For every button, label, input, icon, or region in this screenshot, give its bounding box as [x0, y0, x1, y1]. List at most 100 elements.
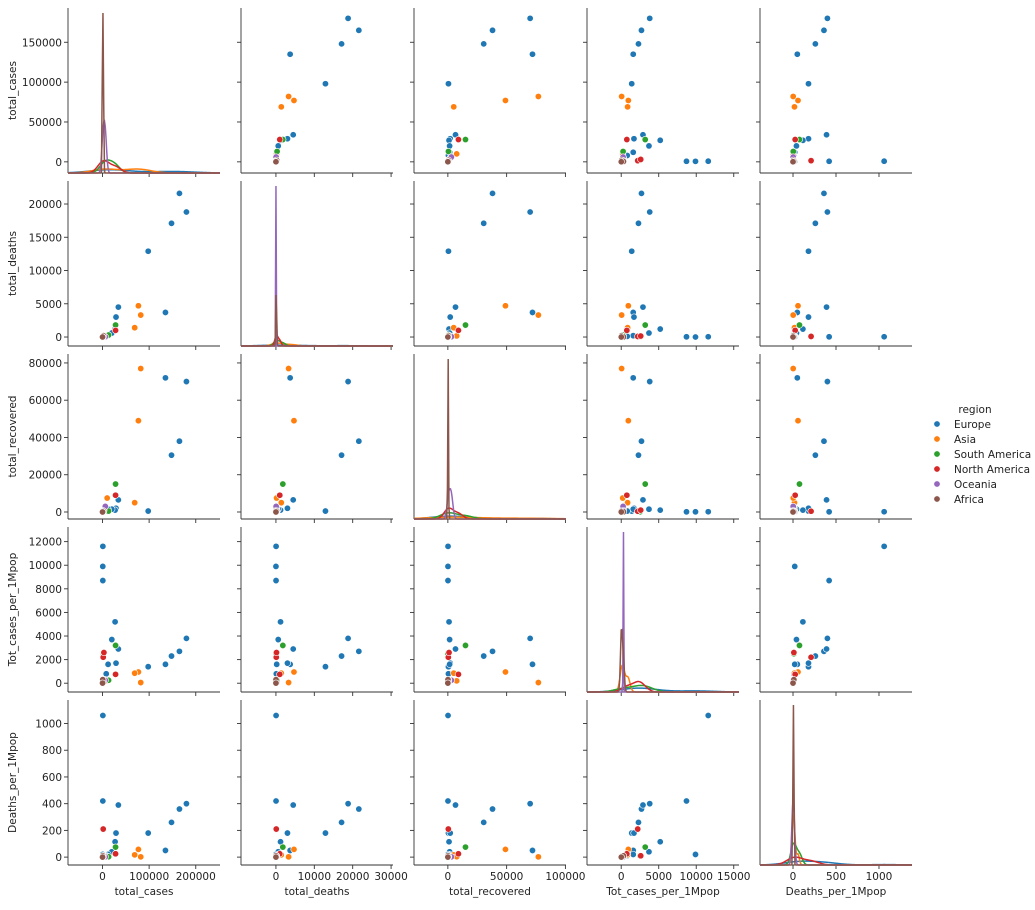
scatter-point [112, 313, 120, 321]
scatter-point [279, 641, 287, 649]
scatter-point [646, 378, 654, 386]
scatter-point [791, 562, 799, 570]
panel [237, 8, 393, 177]
scatter-point [617, 853, 625, 861]
legend-marker [933, 495, 941, 503]
scatter-point [790, 649, 798, 657]
scatter-point [617, 508, 625, 516]
scatter-point [799, 618, 807, 626]
legend-title: region [958, 404, 991, 416]
scatter-point [168, 451, 176, 459]
scatter-point [112, 670, 120, 678]
scatter-point [161, 660, 169, 668]
x-tick-label: 20000 [336, 871, 369, 883]
scatter-point [112, 641, 120, 649]
scatter-point [489, 26, 497, 34]
panel: 0 50000 100000 total_recovered [410, 700, 585, 898]
scatter-point [131, 324, 139, 332]
scatter-point [641, 136, 649, 144]
scatter-point [682, 333, 690, 341]
scatter-point [444, 247, 452, 255]
scatter-point [791, 660, 799, 668]
scatter-point [624, 96, 632, 104]
scatter-point [825, 157, 833, 165]
kde-curve [760, 704, 912, 866]
scatter-point [634, 825, 642, 833]
x-tick-label: 0 [99, 871, 106, 883]
scatter-point [355, 437, 363, 445]
y-tick-label: 20000 [29, 199, 62, 211]
panel [237, 354, 393, 523]
scatter-point [617, 333, 625, 341]
scatter-point [880, 542, 888, 550]
scatter-point [273, 649, 281, 657]
legend-label: Europe [954, 419, 991, 431]
scatter-point [344, 378, 352, 386]
scatter-point [624, 417, 632, 425]
x-axis-label: Tot_cases_per_1Mpop [605, 886, 720, 898]
y-axis-label: Tot_cases_per_1Mpop [7, 552, 19, 667]
scatter-point [820, 26, 828, 34]
scatter-point [444, 333, 452, 341]
scatter-point [99, 825, 107, 833]
scatter-point [114, 801, 122, 809]
scatter-point [480, 818, 488, 826]
legend-marker [933, 420, 941, 428]
scatter-point [182, 208, 190, 216]
scatter-point [790, 103, 798, 111]
scatter-point [279, 480, 287, 488]
scatter-point [811, 40, 819, 48]
kde-curve [587, 628, 739, 693]
scatter-point [285, 853, 293, 861]
scatter-point [528, 50, 536, 58]
scatter-point [161, 374, 169, 382]
scatter-point [272, 797, 280, 805]
scatter-point [795, 321, 803, 329]
scatter-point [682, 157, 690, 165]
panel [586, 527, 740, 696]
scatter-point [144, 663, 152, 671]
kde-curve [587, 664, 739, 693]
scatter-point [526, 634, 534, 642]
x-tick-label: 30000 [374, 871, 407, 883]
scatter-point [691, 508, 699, 516]
scatter-point [114, 303, 122, 311]
scatter-point [794, 417, 802, 425]
scatter-point [454, 850, 462, 858]
x-axis-label: total_recovered [449, 886, 531, 898]
scatter-point [134, 302, 142, 310]
scatter-point [355, 647, 363, 655]
y-tick-label: 0 [55, 507, 62, 519]
scatter-point [99, 542, 107, 550]
kde-curve [414, 358, 566, 520]
scatter-point [272, 711, 280, 719]
scatter-point [789, 311, 797, 319]
scatter-point [444, 562, 452, 570]
x-tick-label: 10000 [298, 871, 331, 883]
scatter-point [272, 825, 280, 833]
scatter-point [453, 150, 461, 158]
scatter-point [276, 491, 284, 499]
y-tick-label: 2000 [35, 655, 62, 667]
scatter-point [100, 649, 108, 657]
scatter-point [445, 649, 453, 657]
scatter-point [446, 636, 454, 644]
scatter-point [501, 302, 509, 310]
scatter-point [344, 634, 352, 642]
scatter-point [290, 845, 298, 853]
scatter-point [272, 562, 280, 570]
scatter-point [290, 417, 298, 425]
scatter-point [461, 843, 469, 851]
scatter-point [618, 92, 626, 100]
panel [410, 527, 566, 696]
scatter-point [656, 325, 664, 333]
scatter-point [112, 850, 120, 858]
x-axis-label: Deaths_per_1Mpop [786, 886, 887, 898]
scatter-point [283, 504, 291, 512]
scatter-point [321, 829, 329, 837]
scatter-point [489, 647, 497, 655]
scatter-point [628, 80, 636, 88]
scatter-point [321, 663, 329, 671]
scatter-point [789, 158, 797, 166]
